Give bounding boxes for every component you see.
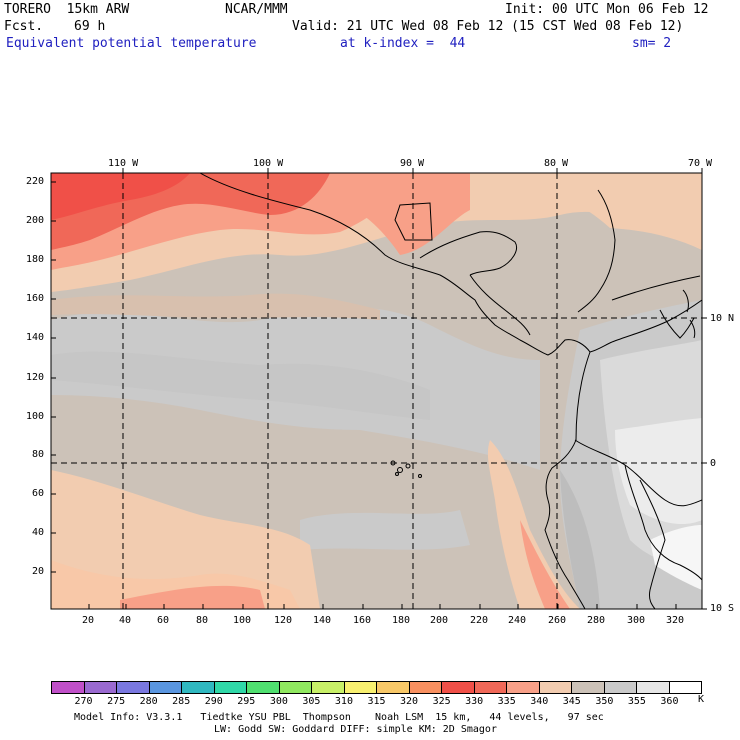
graticule — [51, 173, 702, 609]
lon-label-90w: 90 W — [400, 158, 425, 169]
colorbar-swatch — [116, 682, 149, 693]
colorbar-tick-label: 325 — [432, 696, 451, 707]
colorbar-swatch — [52, 682, 84, 693]
x-tick-label: 40 — [119, 615, 132, 626]
forecast-label: Fcst. — [4, 19, 44, 34]
x-tick-label: 140 — [313, 615, 332, 626]
lon-label-110w: 110 W — [108, 158, 139, 169]
x-tick-label: 320 — [666, 615, 685, 626]
colorbar-tick-label: 345 — [562, 696, 581, 707]
colorbar-tick-label: 285 — [172, 696, 191, 707]
colorbar-unit: K — [698, 694, 705, 705]
lat-label-10s: 10 S — [710, 603, 735, 614]
colorbar-swatch — [278, 682, 311, 693]
field-name: Equivalent potential temperature — [6, 36, 257, 51]
y-tick-label: 120 — [26, 372, 45, 383]
coastlines — [199, 173, 702, 609]
colorbar-tick-label: 270 — [74, 696, 93, 707]
x-tick-label: 260 — [548, 615, 567, 626]
y-tick-label: 60 — [32, 488, 45, 499]
model-info: Model Info: V3.3.1 Tiedtke YSU PBL Thomp… — [74, 712, 604, 723]
colorbar-tick-label: 300 — [269, 696, 288, 707]
lon-label-80w: 80 W — [544, 158, 569, 169]
colorbar-swatch — [343, 682, 376, 693]
y-tick-label: 200 — [26, 215, 45, 226]
colorbar-tick-label: 305 — [302, 696, 321, 707]
colorbar-tick-label: 355 — [627, 696, 646, 707]
colorbar-swatch — [83, 682, 116, 693]
colorbar-tick-label: 320 — [400, 696, 419, 707]
level-label: at k-index = 44 — [340, 36, 466, 51]
map-plot — [50, 168, 707, 610]
colorbar-swatch — [636, 682, 669, 693]
colorbar-tick-label: 330 — [465, 696, 484, 707]
init-time: Init: 00 UTC Mon 06 Feb 12 — [505, 2, 709, 17]
y-tick-label: 40 — [32, 527, 45, 538]
lon-label-100w: 100 W — [253, 158, 284, 169]
colorbar-swatch — [473, 682, 506, 693]
x-tick-label: 100 — [233, 615, 252, 626]
colorbar-swatch — [668, 682, 701, 693]
theta-e-field — [51, 173, 702, 609]
colorbar-swatch — [181, 682, 214, 693]
colorbar-tick-label: 280 — [139, 696, 158, 707]
x-tick-label: 120 — [274, 615, 293, 626]
colorbar-swatch — [213, 682, 246, 693]
lat-label-0: 0 — [710, 458, 717, 469]
x-tick-label: 180 — [392, 615, 411, 626]
colorbar-tick-label: 350 — [595, 696, 614, 707]
x-tick-label: 20 — [82, 615, 95, 626]
x-tick-label: 300 — [627, 615, 646, 626]
y-tick-label: 20 — [32, 566, 45, 577]
colorbar-swatch — [376, 682, 409, 693]
colorbar-swatch — [311, 682, 344, 693]
valid-time: Valid: 21 UTC Wed 08 Feb 12 (15 CST Wed … — [292, 19, 684, 34]
colorbar-swatch — [603, 682, 636, 693]
colorbar-tick-label: 315 — [367, 696, 386, 707]
colorbar — [51, 681, 702, 694]
colorbar-tick-label: 310 — [334, 696, 353, 707]
y-tick-label: 140 — [26, 332, 45, 343]
colorbar-swatch — [571, 682, 604, 693]
colorbar-swatch — [408, 682, 441, 693]
y-tick-label: 100 — [26, 411, 45, 422]
colorbar-tick-label: 360 — [660, 696, 679, 707]
y-tick-label: 80 — [32, 449, 45, 460]
colorbar-swatch — [441, 682, 474, 693]
colorbar-tick-label: 295 — [237, 696, 256, 707]
colorbar-swatch — [506, 682, 539, 693]
lon-label-70w: 70 W — [688, 158, 713, 169]
x-tick-label: 280 — [587, 615, 606, 626]
forecast-hour: 69 h — [74, 19, 106, 34]
smoothing-label: sm= 2 — [632, 36, 672, 51]
y-tick-label: 180 — [26, 254, 45, 265]
x-tick-label: 240 — [508, 615, 527, 626]
colorbar-tick-label: 275 — [107, 696, 126, 707]
x-tick-label: 200 — [430, 615, 449, 626]
model-title: TORERO 15km ARW — [4, 2, 130, 17]
colorbar-tick-label: 340 — [530, 696, 549, 707]
lat-label-10n: 10 N — [710, 313, 735, 324]
x-tick-label: 80 — [196, 615, 209, 626]
colorbar-swatch — [538, 682, 571, 693]
map-frame — [50, 168, 707, 610]
colorbar-swatch — [148, 682, 181, 693]
x-tick-label: 60 — [157, 615, 170, 626]
org-label: NCAR/MMM — [225, 2, 288, 17]
colorbar-tick-label: 290 — [204, 696, 223, 707]
colorbar-tick-label: 335 — [497, 696, 516, 707]
x-tick-label: 220 — [470, 615, 489, 626]
y-tick-label: 220 — [26, 176, 45, 187]
x-tick-label: 160 — [353, 615, 372, 626]
colorbar-swatch — [246, 682, 279, 693]
y-tick-label: 160 — [26, 293, 45, 304]
physics-info: LW: Godd SW: Goddard DIFF: simple KM: 2D… — [214, 724, 497, 735]
